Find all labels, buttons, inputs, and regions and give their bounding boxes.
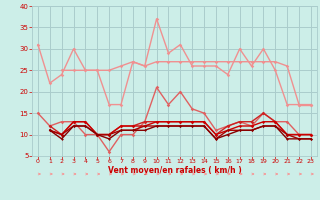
X-axis label: Vent moyen/en rafales ( km/h ): Vent moyen/en rafales ( km/h ) <box>108 166 241 175</box>
